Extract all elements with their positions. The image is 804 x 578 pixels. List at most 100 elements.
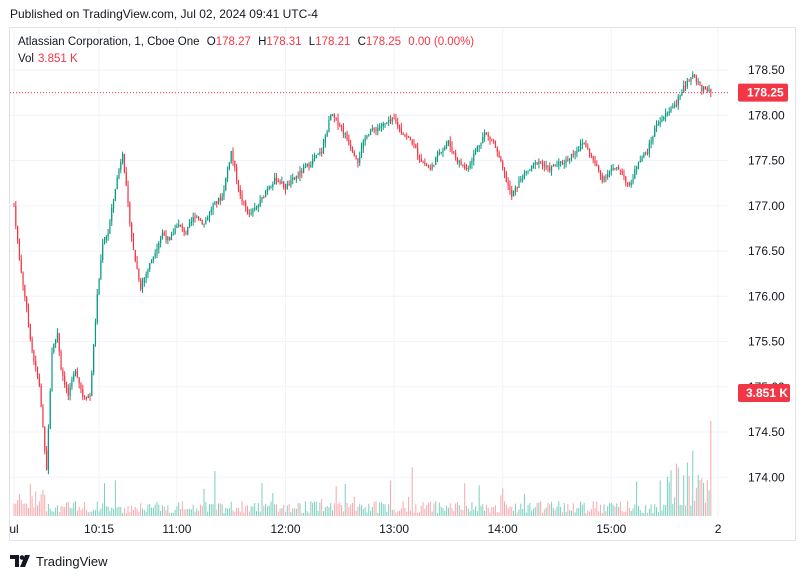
close-label: C bbox=[357, 36, 366, 48]
candle-body bbox=[677, 97, 679, 106]
candle-body bbox=[520, 179, 522, 181]
candle-body bbox=[458, 160, 460, 163]
candle-body bbox=[471, 160, 473, 164]
volume-bar bbox=[509, 506, 511, 516]
volume-bar bbox=[241, 501, 243, 516]
volume-bar bbox=[608, 503, 610, 516]
candle-body bbox=[389, 119, 392, 122]
volume-bar bbox=[665, 505, 667, 516]
candle-body bbox=[375, 129, 377, 131]
candle-body bbox=[49, 390, 51, 429]
candle-body bbox=[205, 220, 207, 224]
candle-body bbox=[326, 131, 328, 137]
volume-bar bbox=[170, 512, 172, 516]
candle-body bbox=[391, 118, 393, 122]
volume-bar bbox=[498, 512, 500, 516]
candle-body bbox=[485, 132, 488, 135]
candle-body bbox=[540, 161, 542, 163]
candle-body bbox=[413, 144, 415, 146]
volume-bar bbox=[618, 506, 620, 516]
candle-body bbox=[436, 152, 439, 158]
volume-bar bbox=[357, 506, 359, 516]
candle-body bbox=[449, 140, 451, 147]
last-price-badge bbox=[738, 83, 788, 102]
candle-body bbox=[411, 140, 413, 145]
volume-bar bbox=[246, 505, 248, 516]
price-tick-label: 177.00 bbox=[748, 199, 785, 213]
volume-bar bbox=[485, 504, 487, 516]
volume-bar bbox=[621, 511, 623, 516]
volume-bar bbox=[143, 509, 145, 516]
candle-body bbox=[650, 141, 652, 144]
volume-bar bbox=[382, 504, 384, 516]
candle-body bbox=[674, 104, 676, 107]
volume-bar bbox=[547, 502, 549, 516]
candle-body bbox=[493, 140, 495, 142]
candle-body bbox=[610, 169, 612, 172]
candle-body bbox=[210, 210, 212, 213]
candle-body bbox=[368, 134, 370, 136]
candle-body bbox=[98, 278, 100, 295]
candle-body bbox=[158, 243, 160, 249]
volume-bar bbox=[379, 502, 381, 516]
candle-body bbox=[266, 189, 268, 192]
candle-body bbox=[116, 177, 118, 190]
candle-body bbox=[704, 87, 707, 89]
candle-body bbox=[626, 182, 629, 184]
volume-bar bbox=[268, 505, 270, 516]
volume-bar bbox=[312, 502, 314, 516]
candle-body bbox=[679, 95, 681, 98]
candle-body bbox=[217, 198, 220, 204]
candle-body bbox=[112, 199, 115, 208]
footer-brand[interactable]: TradingView bbox=[10, 552, 108, 570]
candle-body bbox=[549, 167, 551, 171]
volume-bar bbox=[411, 467, 413, 516]
time-tick-label: 13:00 bbox=[379, 522, 409, 536]
candle-body bbox=[268, 187, 270, 190]
candle-body bbox=[561, 161, 564, 164]
volume-bar bbox=[136, 508, 138, 516]
candle-body bbox=[360, 147, 363, 157]
candle-body bbox=[668, 111, 670, 114]
candle-body bbox=[255, 206, 258, 208]
candle-body bbox=[663, 116, 665, 120]
candle-body bbox=[169, 237, 171, 241]
volume-bar bbox=[248, 511, 250, 516]
volume-bar bbox=[395, 512, 397, 516]
candle-body bbox=[558, 161, 560, 166]
candle-body bbox=[306, 163, 308, 167]
volume-bar bbox=[666, 476, 668, 516]
candle-body bbox=[254, 207, 256, 210]
high-label: H bbox=[258, 36, 267, 48]
volume-bar bbox=[210, 503, 212, 516]
volume-bar bbox=[643, 512, 645, 516]
volume-bar bbox=[513, 511, 515, 516]
volume-bar bbox=[310, 501, 312, 516]
volume-bar bbox=[538, 502, 540, 516]
candle-body bbox=[693, 74, 696, 77]
candle-body bbox=[636, 167, 638, 170]
candle-body bbox=[545, 165, 547, 167]
last-price-badge-label: 178.25 bbox=[747, 86, 784, 100]
candle-body bbox=[140, 280, 142, 290]
volume-bar bbox=[257, 503, 259, 516]
volume-bar bbox=[152, 507, 154, 516]
volume-bar bbox=[279, 509, 281, 516]
volume-bar bbox=[111, 507, 113, 516]
volume-bar bbox=[214, 470, 216, 516]
volume-bar bbox=[563, 503, 565, 516]
volume-bar bbox=[650, 504, 652, 516]
candle-body bbox=[444, 146, 446, 150]
candle-body bbox=[688, 80, 690, 82]
candle-body bbox=[230, 150, 232, 163]
candle-body bbox=[51, 351, 53, 391]
time-axis: ul 10:15 11:00 12:00 13:00 14:00 15:00 2 bbox=[9, 522, 721, 536]
volume-bar bbox=[40, 494, 42, 516]
volume-bar bbox=[350, 504, 352, 516]
volume-bar bbox=[391, 509, 393, 516]
volume-bar bbox=[460, 509, 462, 516]
volume-bar bbox=[85, 509, 87, 516]
candle-body bbox=[322, 142, 325, 153]
candle-body bbox=[498, 151, 500, 158]
